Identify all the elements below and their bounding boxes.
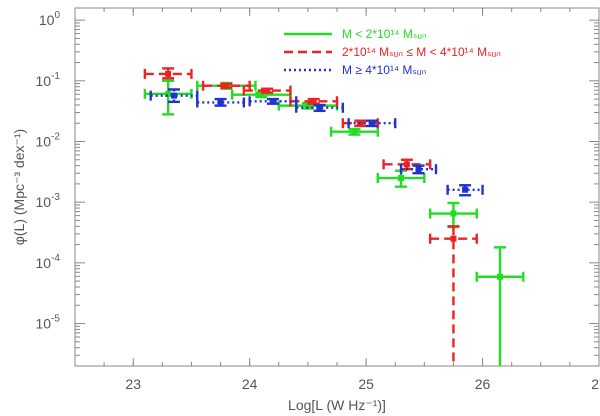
legend: M < 2*10¹⁴ Mₛᵤₙ 2*10¹⁴ Mₛᵤₙ ≤ M < 4*10¹⁴ … <box>284 27 501 77</box>
y-tick-exponent: 0 <box>54 10 60 21</box>
point-marker <box>497 273 504 280</box>
legend-label: M < 2*10¹⁴ Mₛᵤₙ <box>342 27 427 41</box>
data-point <box>446 184 484 197</box>
y-tick-exponent: -2 <box>51 131 60 142</box>
y-tick-base: 10 <box>36 316 52 332</box>
y-tick-base: 10 <box>36 194 52 210</box>
y-tick-label: 10-1 <box>36 71 61 89</box>
point-marker <box>304 102 311 109</box>
y-tick-exponent: -4 <box>51 253 60 264</box>
point-marker <box>403 161 410 168</box>
data-point <box>347 118 397 129</box>
x-axis-title: Log[L (W Hz⁻¹)] <box>288 397 386 413</box>
point-marker <box>223 82 230 89</box>
series-0 <box>143 79 525 366</box>
point-marker <box>217 99 224 106</box>
point-marker <box>165 90 172 97</box>
x-tick-label: 24 <box>242 376 258 392</box>
x-tick-label: 27 <box>591 376 600 392</box>
point-marker <box>368 120 375 127</box>
point-marker <box>351 128 358 135</box>
data-point <box>329 126 379 137</box>
y-tick-base: 10 <box>39 12 55 28</box>
data-point <box>295 102 345 113</box>
data-point <box>196 97 246 108</box>
plot-area <box>74 7 600 367</box>
y-tick-label: 100 <box>39 10 61 28</box>
y-axis-title: φ(L) (Mpc⁻³ dex⁻¹) <box>11 129 27 245</box>
x-axis: 23 24 25 26 27 <box>74 8 600 392</box>
point-marker <box>269 98 276 105</box>
y-tick-base: 10 <box>36 255 52 271</box>
data-point <box>399 164 438 175</box>
y-tick-base: 10 <box>36 133 52 149</box>
y-tick-label: 10-5 <box>36 314 61 332</box>
x-tick-label: 26 <box>475 376 491 392</box>
point-marker <box>264 87 271 94</box>
data-point <box>242 85 292 96</box>
y-tick-exponent: -5 <box>51 314 60 325</box>
y-tick-label: 10-4 <box>36 253 61 271</box>
x-tick-label: 23 <box>125 376 141 392</box>
point-marker <box>415 166 422 173</box>
data-point <box>143 79 193 116</box>
legend-label: M ≥ 4*10¹⁴ Mₛᵤₙ <box>342 63 426 77</box>
data-point <box>428 201 478 229</box>
data-point <box>201 80 251 91</box>
y-tick-label: 10-2 <box>36 131 61 149</box>
point-marker <box>316 104 323 111</box>
data-point <box>143 67 193 80</box>
x-tick-label: 25 <box>358 376 374 392</box>
legend-label: 2*10¹⁴ Mₛᵤₙ ≤ M < 4*10¹⁴ Mₛᵤₙ <box>342 45 501 59</box>
point-marker <box>450 235 457 242</box>
point-marker <box>398 175 405 182</box>
point-marker <box>310 98 317 105</box>
data-point <box>475 246 525 366</box>
series-1 <box>143 67 478 366</box>
data-point <box>382 158 432 171</box>
series-2 <box>149 88 484 197</box>
y-tick-label: 10-3 <box>36 192 61 210</box>
point-marker <box>165 70 172 77</box>
y-tick-base: 10 <box>36 73 52 89</box>
point-marker <box>462 186 469 193</box>
point-marker <box>170 92 177 99</box>
y-tick-exponent: -1 <box>51 71 60 82</box>
y-tick-exponent: -3 <box>51 192 60 203</box>
data-point <box>428 225 478 366</box>
point-marker <box>450 210 457 217</box>
series-layer <box>143 67 525 366</box>
point-marker <box>258 91 265 98</box>
